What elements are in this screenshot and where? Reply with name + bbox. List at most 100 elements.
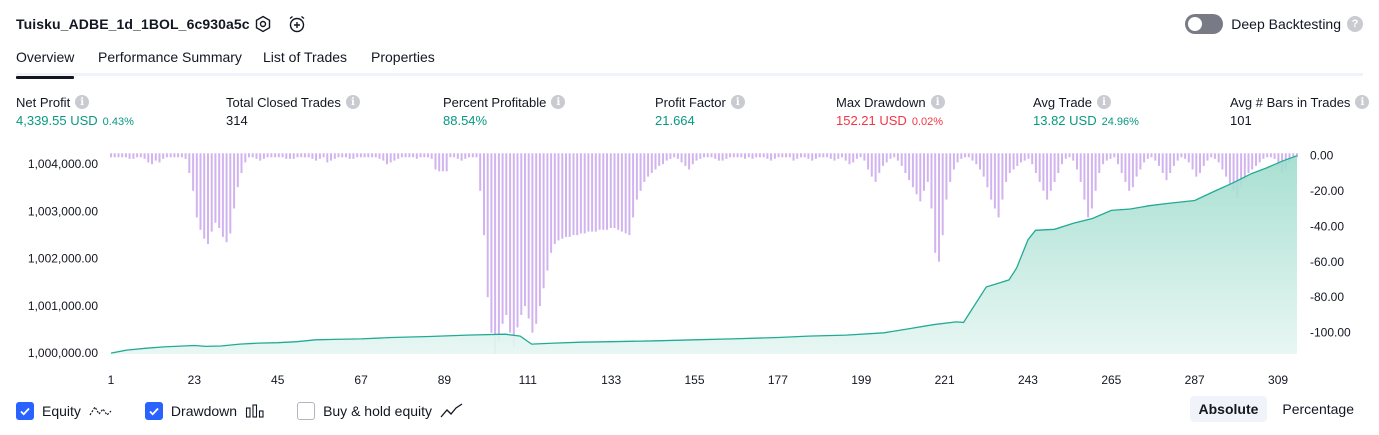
drawdown-checkbox[interactable] xyxy=(144,402,163,420)
drawdown-bar xyxy=(736,153,739,158)
drawdown-bar xyxy=(449,153,452,158)
drawdown-bar xyxy=(1158,153,1160,166)
tab-list-of-trades[interactable]: List of Trades xyxy=(263,49,348,65)
right-axis-tick: -100.00 xyxy=(1310,326,1351,340)
question-icon[interactable]: ? xyxy=(1347,16,1363,32)
drawdown-bar xyxy=(318,153,321,159)
drawdown-bar xyxy=(1042,153,1045,191)
drawdown-bar xyxy=(1008,153,1011,173)
drawdown-bar xyxy=(330,153,332,161)
info-icon[interactable]: i xyxy=(1097,95,1112,109)
drawdown-bar xyxy=(423,153,426,158)
drawdown-bar xyxy=(841,153,843,158)
drawdown-bar xyxy=(1098,153,1101,173)
drawdown-bar xyxy=(632,153,635,218)
drawdown-bar xyxy=(1072,153,1075,161)
drawdown-bar xyxy=(110,153,112,158)
drawdown-bar xyxy=(1236,153,1239,198)
x-axis-tick: 23 xyxy=(188,373,202,387)
buy-hold-line-icon xyxy=(440,403,463,418)
drawdown-bar xyxy=(572,153,575,236)
drawdown-bar xyxy=(1232,153,1235,191)
right-axis-tick: -80.00 xyxy=(1310,290,1344,304)
legend-drawdown[interactable]: Drawdown xyxy=(144,402,265,420)
drawdown-bar xyxy=(1169,153,1172,173)
right-axis-tick: -40.00 xyxy=(1310,219,1344,233)
info-icon[interactable]: i xyxy=(730,95,745,109)
drawdown-bar xyxy=(1277,153,1280,166)
drawdown-bar xyxy=(684,153,687,166)
metric-value: 21.664 xyxy=(655,113,695,128)
drawdown-bar xyxy=(151,153,153,165)
info-icon[interactable]: i xyxy=(345,95,360,109)
drawdown-bar xyxy=(1296,153,1298,158)
absolute-button[interactable]: Absolute xyxy=(1189,396,1268,422)
metric-percent-profitable: Percent Profitable i 88.54% xyxy=(443,94,566,128)
drawdown-bar xyxy=(1187,153,1190,163)
drawdown-bar xyxy=(221,153,224,237)
x-axis-tick: 155 xyxy=(685,373,705,387)
drawdown-bar xyxy=(434,153,437,170)
drawdown-bar xyxy=(673,153,676,158)
drawdown-bar xyxy=(359,153,362,158)
drawdown-bar xyxy=(688,153,691,170)
drawdown-bar xyxy=(315,153,318,161)
metric-label: Max Drawdown i xyxy=(836,94,945,110)
drawdown-bar xyxy=(236,153,239,188)
drawdown-bar xyxy=(579,153,582,234)
drawdown-bar xyxy=(408,153,411,158)
drawdown-bar xyxy=(419,153,422,158)
metric-net-profit: Net Profit i 4,339.55 USD 0.43% xyxy=(16,94,134,129)
drawdown-bar xyxy=(456,153,459,159)
drawdown-bar xyxy=(203,153,206,239)
drawdown-bar xyxy=(844,153,847,161)
drawdown-bar xyxy=(386,153,388,165)
info-icon[interactable]: i xyxy=(551,95,566,109)
drawdown-bar xyxy=(960,153,963,159)
drawdown-bar xyxy=(758,153,761,158)
legend-buy-hold[interactable]: Buy & hold equity xyxy=(297,402,464,420)
equity-checkbox[interactable] xyxy=(16,402,34,420)
equity-drawdown-chart[interactable]: 1,004,000.00 1,003,000.00 1,002,000.00 1,00… xyxy=(0,140,1379,395)
left-axis-tick: 1,001,000.00 xyxy=(28,299,98,313)
drawdown-bar xyxy=(1199,153,1201,173)
alarm-clock-plus-icon[interactable] xyxy=(286,13,308,35)
drawdown-bar xyxy=(990,153,993,200)
info-icon[interactable]: i xyxy=(930,95,945,109)
drawdown-bar xyxy=(509,153,512,333)
drawdown-bar xyxy=(524,153,526,307)
right-axis-tick: -20.00 xyxy=(1310,184,1344,198)
tab-performance-summary[interactable]: Performance Summary xyxy=(98,49,242,65)
drawdown-bar xyxy=(210,153,213,232)
x-axis-tick: 221 xyxy=(935,373,955,387)
drawdown-bar xyxy=(400,153,403,158)
drawdown-bar xyxy=(139,153,142,158)
info-icon[interactable]: i xyxy=(75,95,90,109)
buy-hold-checkbox[interactable] xyxy=(297,402,316,420)
drawdown-bar xyxy=(1064,153,1067,159)
equity-line xyxy=(110,155,1298,354)
drawdown-bar xyxy=(923,153,925,191)
drawdown-bar xyxy=(1191,153,1194,170)
drawdown-bar xyxy=(1180,153,1183,158)
drawdown-bar xyxy=(199,153,202,230)
deep-backtesting-toggle[interactable] xyxy=(1185,14,1224,34)
drawdown-bar xyxy=(251,153,254,158)
drawdown-bar xyxy=(1023,153,1026,161)
drawdown-bar xyxy=(516,153,519,328)
percentage-button[interactable]: Percentage xyxy=(1282,401,1354,417)
info-icon[interactable]: i xyxy=(1355,95,1370,109)
drawdown-bar xyxy=(699,153,702,159)
tab-overview[interactable]: Overview xyxy=(16,49,75,79)
gear-icon[interactable] xyxy=(252,13,274,35)
x-axis-tick: 199 xyxy=(851,373,871,387)
drawdown-bar xyxy=(811,153,814,161)
legend-equity[interactable]: Equity xyxy=(16,402,113,420)
drawdown-bar xyxy=(751,153,754,159)
drawdown-bar xyxy=(1150,153,1153,158)
drawdown-bar xyxy=(292,153,295,159)
drawdown-bar xyxy=(233,153,236,209)
drawdown-bar xyxy=(371,153,374,158)
drawdown-bar xyxy=(1146,153,1149,159)
tab-properties[interactable]: Properties xyxy=(371,49,435,65)
